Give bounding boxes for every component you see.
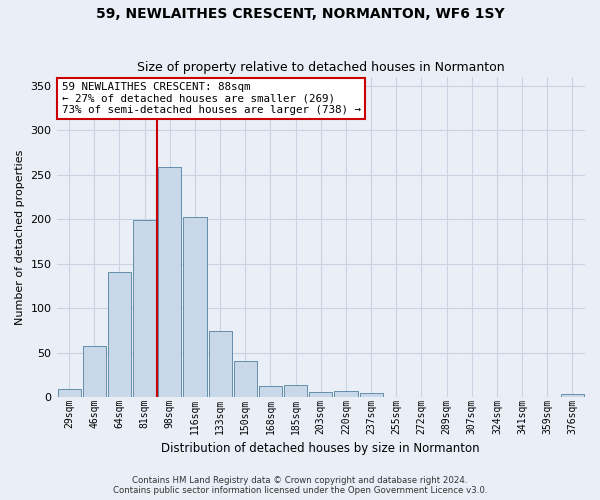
Bar [284, 386, 307, 397]
Bar [209, 332, 232, 397]
Title: Size of property relative to detached houses in Normanton: Size of property relative to detached ho… [137, 62, 505, 74]
Bar [561, 394, 584, 397]
Bar [359, 394, 383, 397]
Bar [58, 389, 80, 397]
Bar [234, 362, 257, 397]
Text: 59 NEWLAITHES CRESCENT: 88sqm
← 27% of detached houses are smaller (269)
73% of : 59 NEWLAITHES CRESCENT: 88sqm ← 27% of d… [62, 82, 361, 115]
X-axis label: Distribution of detached houses by size in Normanton: Distribution of detached houses by size … [161, 442, 480, 455]
Bar [334, 391, 358, 397]
Y-axis label: Number of detached properties: Number of detached properties [15, 150, 25, 324]
Bar [83, 346, 106, 397]
Bar [184, 216, 206, 397]
Bar [158, 167, 181, 397]
Bar [133, 220, 156, 397]
Bar [309, 392, 332, 397]
Bar [259, 386, 282, 397]
Text: Contains HM Land Registry data © Crown copyright and database right 2024.
Contai: Contains HM Land Registry data © Crown c… [113, 476, 487, 495]
Text: 59, NEWLAITHES CRESCENT, NORMANTON, WF6 1SY: 59, NEWLAITHES CRESCENT, NORMANTON, WF6 … [95, 8, 505, 22]
Bar [108, 272, 131, 397]
